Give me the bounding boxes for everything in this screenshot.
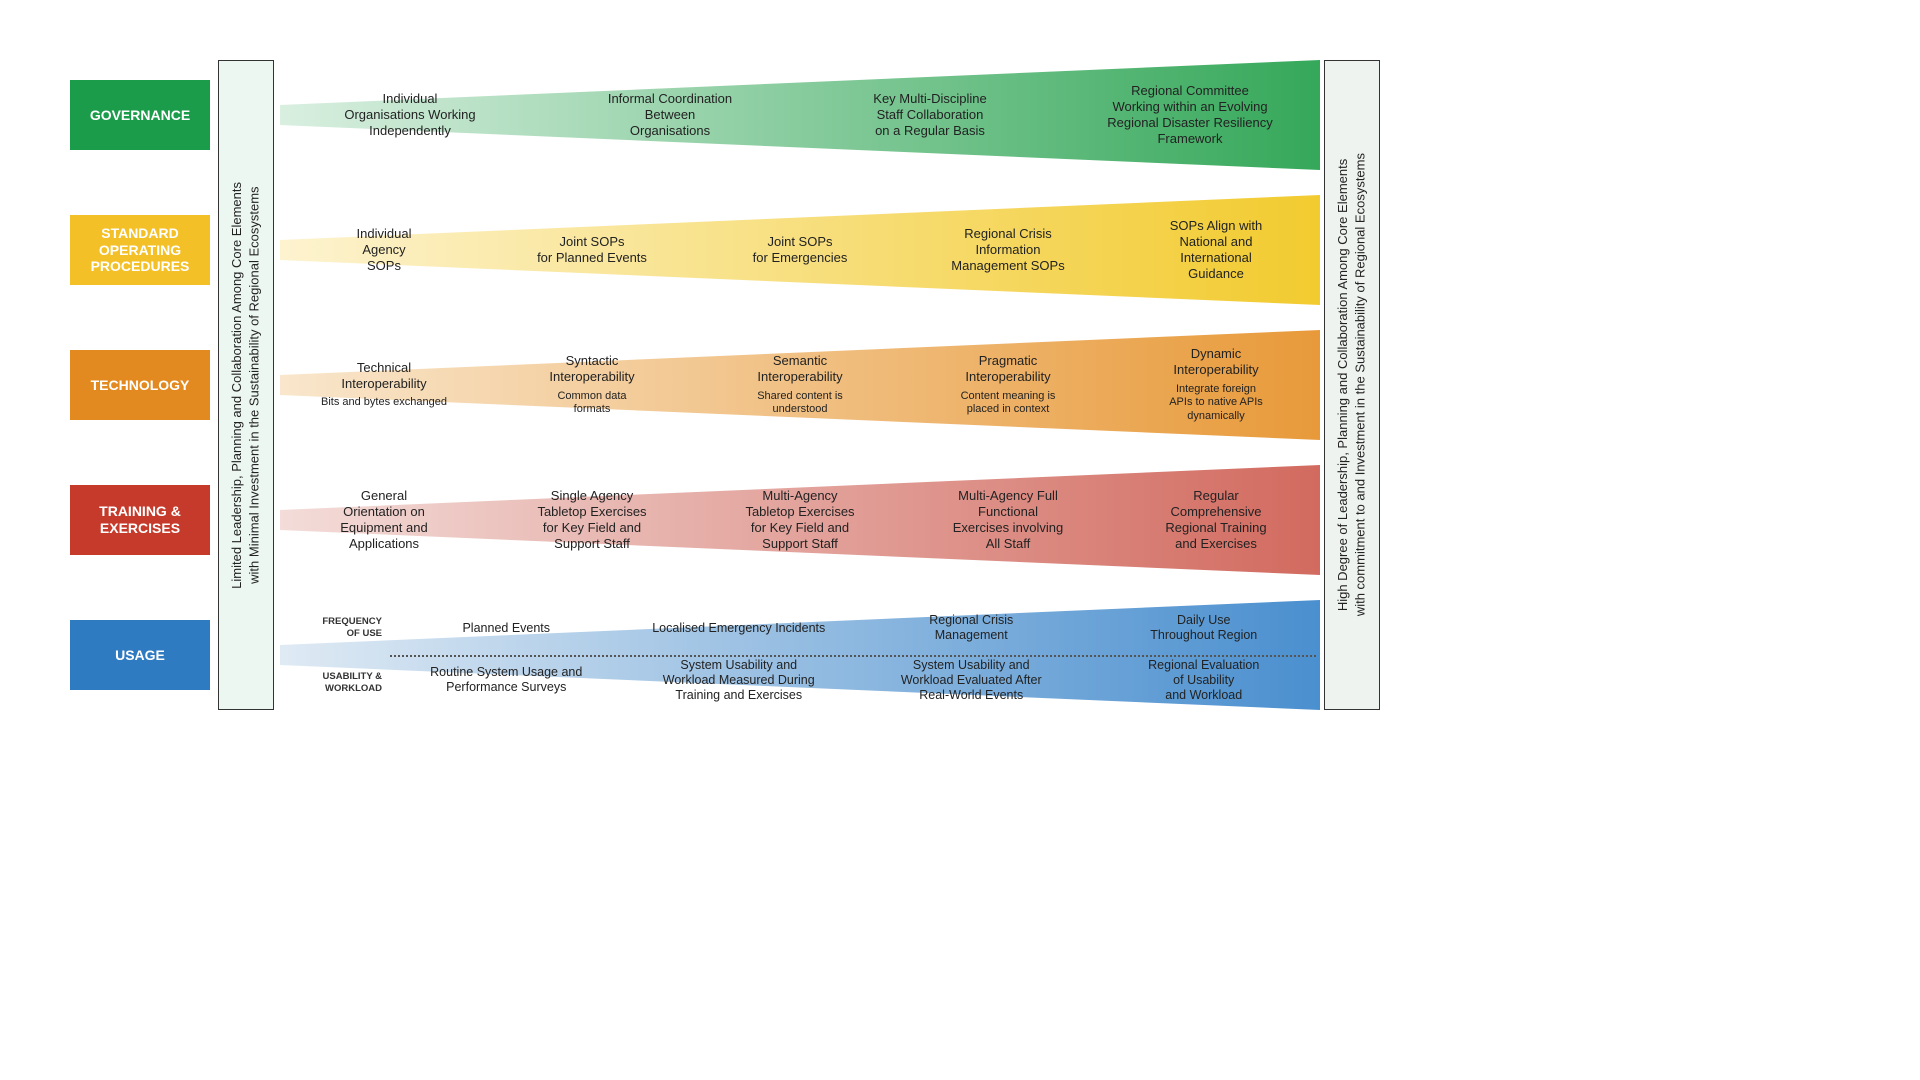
cells-tech: TechnicalInteroperabilityBits and bytes … [280,330,1320,440]
usage-cells: FREQUENCYOF USEUSABILITY &WORKLOADPlanne… [280,600,1320,710]
usage-bot-2: System Usability andWorkload Evaluated A… [855,656,1088,704]
row-label-tech: TECHNOLOGY [70,350,210,420]
cell-tech-2: SemanticInteroperabilityShared content i… [696,330,904,440]
cell-tech-1: SyntacticInteroperabilityCommon dataform… [488,330,696,440]
usage-bot-0: Routine System Usage andPerformance Surv… [390,656,623,704]
cell-sop-4: SOPs Align withNational andInternational… [1112,195,1320,305]
usage-top-1: Localised Emergency Incidents [623,606,856,650]
usage-bot-row: Routine System Usage andPerformance Surv… [390,656,1320,704]
cell-training-0: GeneralOrientation onEquipment andApplic… [280,465,488,575]
left-vertical-box: Limited Leadership, Planning and Collabo… [218,60,274,710]
cells-governance: IndividualOrganisations WorkingIndepende… [280,60,1320,170]
row-label-governance: GOVERNANCE [70,80,210,150]
wedge-tech: TechnicalInteroperabilityBits and bytes … [280,330,1320,440]
cell-sop-0: IndividualAgencySOPs [280,195,488,305]
cell-governance-3: Regional CommitteeWorking within an Evol… [1060,60,1320,170]
row-label-usage: USAGE [70,620,210,690]
right-vertical-box: High Degree of Leadership, Planning and … [1324,60,1380,710]
wedge-training: GeneralOrientation onEquipment andApplic… [280,465,1320,575]
row-label-training: TRAINING &EXERCISES [70,485,210,555]
usage-bot-3: Regional Evaluationof Usabilityand Workl… [1088,656,1321,704]
usage-bot-1: System Usability andWorkload Measured Du… [623,656,856,704]
cell-tech-4: DynamicInteroperabilityIntegrate foreign… [1112,330,1320,440]
cell-training-1: Single AgencyTabletop Exercisesfor Key F… [488,465,696,575]
cells-training: GeneralOrientation onEquipment andApplic… [280,465,1320,575]
cell-tech-3: PragmaticInteroperabilityContent meaning… [904,330,1112,440]
usage-divider [390,655,1316,657]
cell-training-3: Multi-Agency FullFunctionalExercises inv… [904,465,1112,575]
wedge-governance: IndividualOrganisations WorkingIndepende… [280,60,1320,170]
cell-sop-3: Regional CrisisInformationManagement SOP… [904,195,1112,305]
cell-governance-0: IndividualOrganisations WorkingIndepende… [280,60,540,170]
usage-side-bot: USABILITY &WORKLOAD [276,655,386,710]
usage-side-top: FREQUENCYOF USE [276,600,386,655]
usage-top-row: Planned EventsLocalised Emergency Incide… [390,606,1320,650]
right-vertical-box-text: High Degree of Leadership, Planning and … [1334,153,1369,616]
cell-governance-1: Informal CoordinationBetweenOrganisation… [540,60,800,170]
usage-top-0: Planned Events [390,606,623,650]
usage-side-labels: FREQUENCYOF USEUSABILITY &WORKLOAD [276,600,386,710]
cell-training-2: Multi-AgencyTabletop Exercisesfor Key Fi… [696,465,904,575]
usage-top-3: Daily UseThroughout Region [1088,606,1321,650]
cell-tech-0: TechnicalInteroperabilityBits and bytes … [280,330,488,440]
wedge-sop: IndividualAgencySOPsJoint SOPsfor Planne… [280,195,1320,305]
cell-sop-1: Joint SOPsfor Planned Events [488,195,696,305]
cell-governance-2: Key Multi-DisciplineStaff Collaborationo… [800,60,1060,170]
cell-training-4: RegularComprehensiveRegional Trainingand… [1112,465,1320,575]
row-label-sop: STANDARDOPERATINGPROCEDURES [70,215,210,285]
wedge-usage: FREQUENCYOF USEUSABILITY &WORKLOADPlanne… [280,600,1320,710]
left-vertical-box-text: Limited Leadership, Planning and Collabo… [228,182,263,589]
cells-sop: IndividualAgencySOPsJoint SOPsfor Planne… [280,195,1320,305]
usage-top-2: Regional CrisisManagement [855,606,1088,650]
cell-sop-2: Joint SOPsfor Emergencies [696,195,904,305]
